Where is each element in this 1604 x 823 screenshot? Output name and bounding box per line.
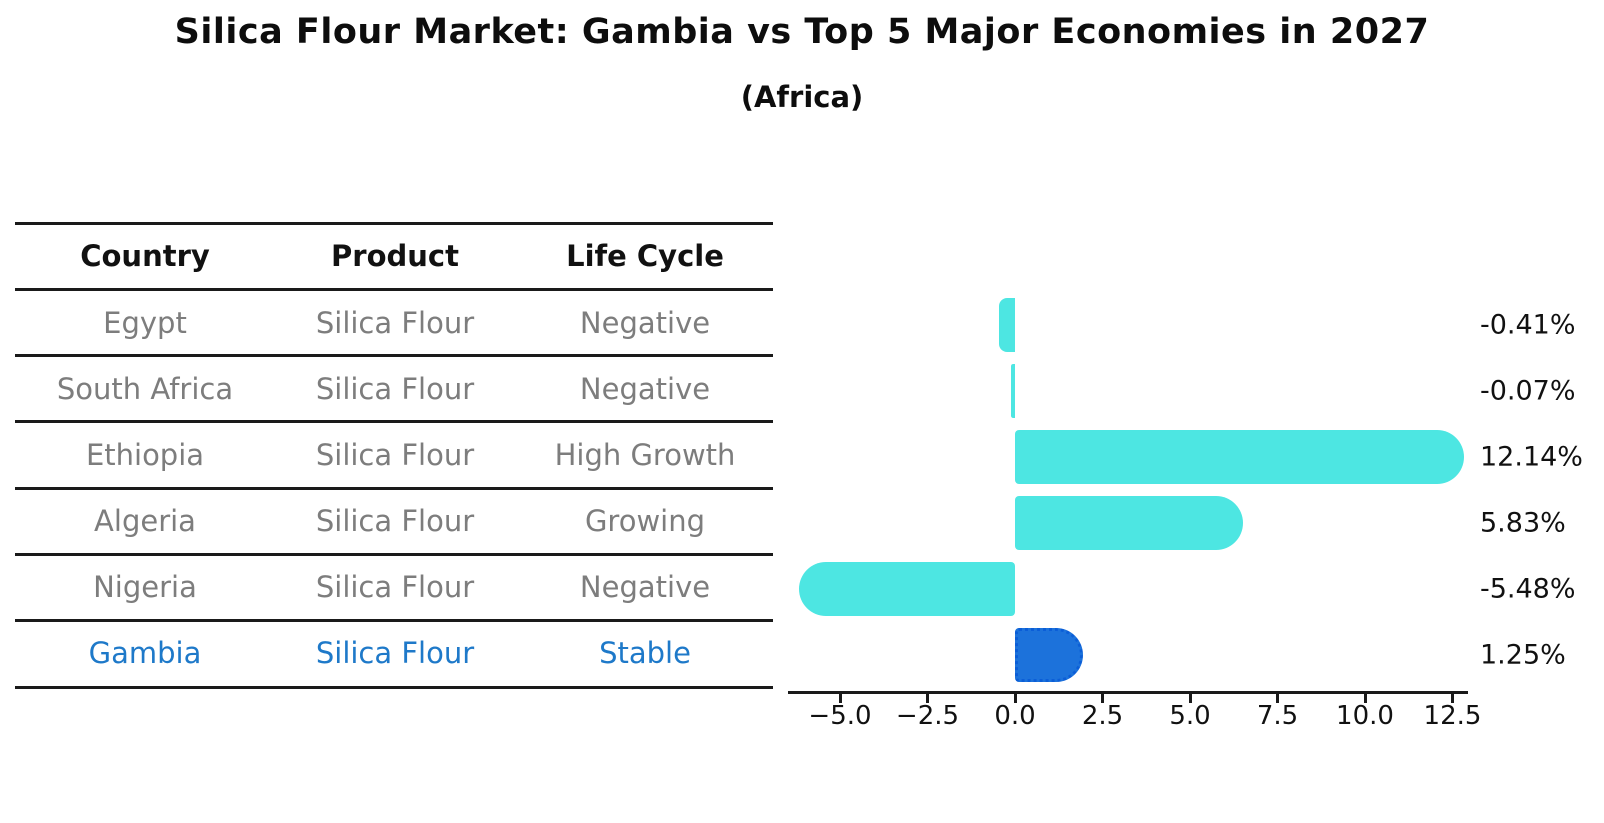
table-header-country: Country (80, 239, 210, 273)
bar-algeria (1015, 496, 1244, 550)
x-tick-label-4: 5.0 (1169, 701, 1211, 731)
value-label-ethiopia: 12.14% (1480, 441, 1583, 472)
x-tick-label-3: 2.5 (1081, 701, 1124, 731)
x-tick-1 (926, 693, 929, 703)
value-label-south-africa: -0.07% (1480, 375, 1576, 406)
bar-gambia (1015, 628, 1083, 682)
table-row-line (15, 419, 773, 423)
x-axis-line (788, 690, 1468, 694)
x-tick-3 (1101, 693, 1104, 703)
x-tick-label-6: 10.0 (1336, 701, 1394, 731)
product-cell-gambia: Silica Flour (315, 636, 475, 670)
country-cell-algeria: Algeria (94, 504, 196, 538)
x-tick-2 (1013, 693, 1017, 703)
bar-ethiopia (1015, 429, 1464, 484)
x-tick-label-2: 0.0 (994, 701, 1036, 731)
table-row-line (15, 353, 773, 357)
bar-south-africa (1010, 363, 1015, 418)
product-cell-ethiopia: Silica Flour (315, 437, 475, 472)
life-cycle-cell-south-africa: Negative (579, 371, 711, 406)
life-cycle-cell-ethiopia: High Growth (554, 437, 736, 472)
table-row-line (15, 287, 773, 291)
chart-subtitle: (Africa) (740, 80, 864, 114)
table-top-line (15, 221, 773, 225)
table-row-line (15, 552, 773, 556)
x-tick-label-0: −5.0 (808, 701, 872, 731)
x-tick-7 (1451, 693, 1454, 703)
table-row-line (15, 486, 773, 490)
x-tick-label-1: −2.5 (895, 701, 960, 731)
value-label-gambia: 1.25% (1480, 639, 1566, 671)
product-cell-nigeria: Silica Flour (315, 570, 475, 604)
life-cycle-cell-gambia: Stable (599, 636, 691, 670)
value-label-nigeria: -5.48% (1480, 573, 1576, 605)
table-header-product: Product (331, 239, 459, 273)
product-cell-south-africa: Silica Flour (315, 371, 475, 406)
country-cell-ethiopia: Ethiopia (85, 437, 205, 472)
country-cell-nigeria: Nigeria (93, 570, 197, 604)
product-cell-algeria: Silica Flour (315, 504, 475, 538)
life-cycle-cell-egypt: Negative (579, 306, 711, 340)
x-tick-5 (1276, 693, 1279, 703)
x-tick-label-7: 12.5 (1423, 701, 1482, 731)
table-header-life-cycle: Life Cycle (566, 239, 724, 273)
chart-title: Silica Flour Market: Gambia vs Top 5 Maj… (174, 12, 1430, 52)
country-cell-south-africa: South Africa (56, 371, 234, 406)
value-label-egypt: -0.41% (1480, 309, 1576, 341)
value-label-algeria: 5.83% (1480, 507, 1566, 539)
bar-egypt (998, 298, 1015, 352)
x-tick-label-5: 7.5 (1256, 701, 1299, 731)
table-row-line (15, 618, 773, 622)
x-tick-4 (1188, 693, 1192, 703)
bar-nigeria (799, 562, 1015, 616)
product-cell-egypt: Silica Flour (315, 306, 475, 340)
country-cell-egypt: Egypt (103, 306, 187, 340)
x-tick-6 (1363, 693, 1367, 703)
country-cell-gambia: Gambia (88, 636, 202, 670)
life-cycle-cell-nigeria: Negative (579, 570, 711, 604)
life-cycle-cell-algeria: Growing (584, 504, 706, 538)
table-row-line (15, 685, 773, 689)
x-tick-0 (838, 693, 842, 703)
